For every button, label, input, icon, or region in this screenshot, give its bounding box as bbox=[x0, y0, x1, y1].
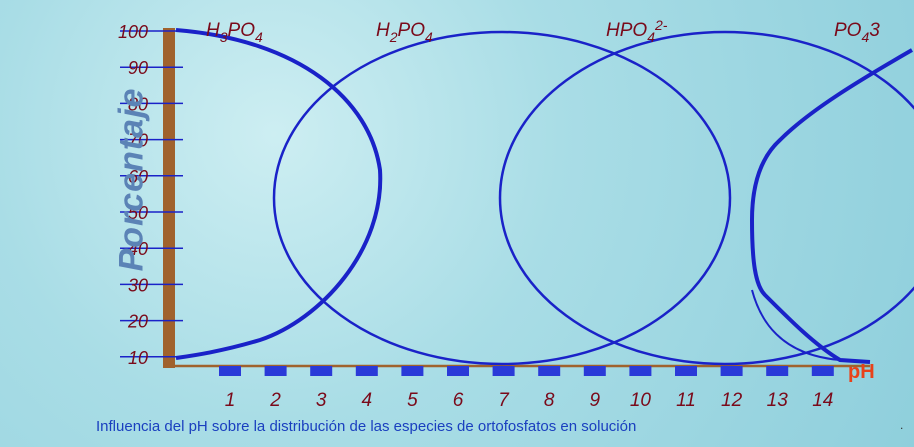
x-tick-label: 9 bbox=[590, 390, 601, 411]
x-tick-block bbox=[310, 366, 333, 376]
label-h2po4: H2PO4 bbox=[376, 20, 433, 45]
x-tick-label: 11 bbox=[676, 390, 696, 411]
x-tick-block bbox=[492, 366, 515, 376]
y-tick-label: 20 bbox=[127, 312, 148, 332]
x-tick-block bbox=[766, 366, 789, 376]
y-axis-bar bbox=[163, 28, 175, 368]
x-tick-label: 3 bbox=[316, 390, 327, 411]
x-tick-block bbox=[538, 366, 561, 376]
y-tick-marks bbox=[120, 30, 183, 358]
x-tick-label: 7 bbox=[498, 390, 510, 411]
x-tick-labels: 1 2 3 4 5 6 7 8 9 10 11 12 13 14 bbox=[225, 390, 834, 411]
hpo4-curve bbox=[498, 30, 914, 366]
x-tick-blocks bbox=[219, 366, 834, 376]
h2po4-curve bbox=[272, 30, 732, 366]
x-tick-block bbox=[583, 366, 606, 376]
y-tick-label: 60 bbox=[128, 167, 148, 187]
x-tick-label: 2 bbox=[269, 390, 281, 411]
x-tick-block bbox=[355, 366, 378, 376]
y-tick-label: 90 bbox=[128, 58, 148, 78]
x-tick-block bbox=[675, 366, 697, 376]
x-tick-block bbox=[264, 366, 287, 376]
po4-curve-thin bbox=[751, 289, 841, 361]
po4-curve bbox=[749, 48, 913, 364]
x-tick-label: 13 bbox=[767, 390, 789, 411]
y-tick-label: 70 bbox=[128, 131, 148, 151]
corner-dot: . bbox=[900, 418, 904, 432]
x-tick-block bbox=[720, 366, 743, 376]
h3po4-curve bbox=[175, 28, 383, 360]
x-tick-block bbox=[401, 366, 424, 376]
x-tick-label: 6 bbox=[453, 390, 464, 411]
y-tick-label: 100 bbox=[118, 22, 148, 42]
label-po4: PO43 bbox=[834, 20, 880, 45]
ph-axis-label: pH bbox=[848, 361, 875, 383]
y-tick-label: 30 bbox=[128, 275, 148, 295]
x-tick-label: 8 bbox=[544, 390, 555, 411]
y-tick-label: 40 bbox=[128, 239, 148, 259]
y-tick-label: 10 bbox=[128, 348, 148, 368]
x-tick-block bbox=[629, 366, 652, 376]
x-tick-block bbox=[811, 366, 834, 376]
label-hpo4: HPO42- bbox=[606, 17, 668, 45]
y-tick-labels: 100 90 80 70 60 50 40 30 20 10 bbox=[118, 22, 148, 368]
x-tick-label: 1 bbox=[225, 390, 236, 411]
label-h3po4: H3PO4 bbox=[206, 20, 263, 45]
y-tick-label: 80 bbox=[128, 94, 148, 114]
x-tick-label: 14 bbox=[812, 390, 833, 411]
y-tick-label: 50 bbox=[128, 203, 148, 223]
x-tick-block bbox=[219, 366, 241, 376]
x-tick-label: 5 bbox=[407, 390, 418, 411]
x-tick-label: 12 bbox=[721, 390, 743, 411]
x-tick-block bbox=[447, 366, 469, 376]
y-axis-title: Porcentaje bbox=[112, 87, 151, 272]
x-tick-label: 10 bbox=[630, 390, 652, 411]
figure-caption: Influencia del pH sobre la distribución … bbox=[96, 418, 637, 435]
x-tick-label: 4 bbox=[362, 390, 373, 411]
